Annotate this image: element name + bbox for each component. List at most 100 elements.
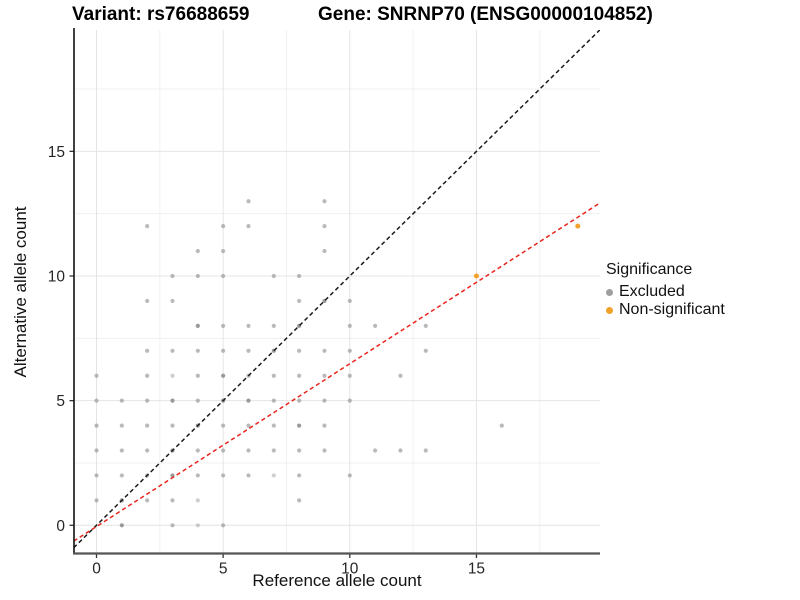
data-point-excluded [221,323,226,328]
data-point-excluded [94,373,99,378]
data-point-excluded [195,248,200,254]
data-point-excluded [195,398,200,403]
y-axis-label: Alternative allele count [11,206,30,378]
data-point-excluded [119,448,124,453]
data-point-excluded [195,373,200,378]
data-point-excluded [271,423,276,428]
data-point-excluded [297,448,302,453]
data-point-excluded [423,348,428,353]
legend-title: Significance [606,261,693,278]
data-point-excluded [322,348,327,353]
data-point-non-significant [575,223,581,229]
plot-title-variant: Variant: rs76688659 [72,4,250,25]
y-tick-label: 5 [56,393,65,410]
data-point-excluded [297,498,302,503]
data-point-excluded [271,473,276,478]
data-point-excluded [119,473,124,478]
data-point-excluded [297,298,302,304]
data-point-excluded [246,473,251,478]
data-point-excluded [195,273,200,279]
legend: Significance Excluded Non-significant [606,261,725,319]
data-point-excluded [347,473,352,478]
data-point-excluded [322,248,327,254]
data-point-excluded [145,348,150,353]
data-point-excluded [94,473,99,478]
x-tick-label: 15 [468,561,485,578]
data-point-excluded [221,473,226,478]
data-point-excluded [322,398,327,403]
data-point-excluded [322,199,327,204]
data-point-excluded [221,423,226,428]
data-point-excluded [246,323,251,328]
data-point-excluded [246,423,251,428]
data-point-excluded [119,398,124,403]
data-point-excluded [297,273,302,279]
data-point-excluded [297,373,302,378]
data-point-excluded [94,423,99,428]
x-axis-label: Reference allele count [252,571,422,590]
data-point-excluded [221,523,226,528]
data-point-excluded [221,273,226,279]
data-point-excluded [322,224,327,229]
data-point-excluded [221,224,226,229]
data-point-excluded [423,448,428,453]
data-point-excluded [170,348,175,353]
data-point-excluded [271,398,276,403]
data-point-excluded [195,473,200,478]
fit-line [74,202,600,542]
legend-item-excluded: Excluded [606,283,725,301]
data-point-excluded [94,448,99,453]
data-point-excluded [195,498,200,503]
data-point-excluded [271,448,276,453]
data-point-excluded [170,498,175,503]
data-point-excluded [195,523,200,528]
data-point-excluded [271,323,276,328]
data-point-excluded [373,323,378,328]
y-tick-label: 10 [48,269,66,286]
data-point-excluded [195,448,200,453]
data-point-excluded [221,348,226,353]
data-point-excluded [170,373,175,378]
data-point-excluded [145,224,150,229]
excluded-dot-icon [606,288,613,296]
data-point-excluded [246,448,251,453]
data-point-excluded [398,448,403,453]
legend-item-excluded-label: Excluded [619,283,685,300]
data-point-excluded [94,498,99,503]
data-point-excluded [297,348,302,353]
y-tick-label: 0 [56,518,65,535]
data-point-excluded [499,423,504,428]
identity-line [74,30,600,549]
data-point-excluded [170,423,175,428]
data-point-excluded [373,448,378,453]
data-point-excluded [145,373,150,378]
data-point-excluded [170,398,175,403]
data-point-excluded [322,423,327,428]
data-point-excluded [297,473,302,478]
data-point-excluded [297,398,302,403]
data-point-excluded [221,448,226,453]
data-point-excluded [347,323,352,328]
data-point-excluded [170,298,175,304]
data-point-excluded [322,448,327,453]
legend-item-non-significant: Non-significant [606,301,725,319]
data-point-excluded [271,273,276,279]
data-point-excluded [347,298,352,304]
data-point-excluded [195,348,200,353]
data-point-excluded [246,398,251,403]
data-point-excluded [271,373,276,378]
data-point-excluded [145,398,150,403]
data-point-excluded [398,373,403,378]
legend-item-non-significant-label: Non-significant [619,301,725,318]
data-point-excluded [145,298,150,304]
data-point-excluded [297,423,302,428]
data-point-excluded [145,423,150,428]
data-point-excluded [246,224,251,229]
data-point-excluded [423,323,428,328]
data-point-excluded [145,448,150,453]
data-point-excluded [170,273,175,279]
data-point-excluded [322,373,327,378]
data-point-excluded [246,348,251,353]
